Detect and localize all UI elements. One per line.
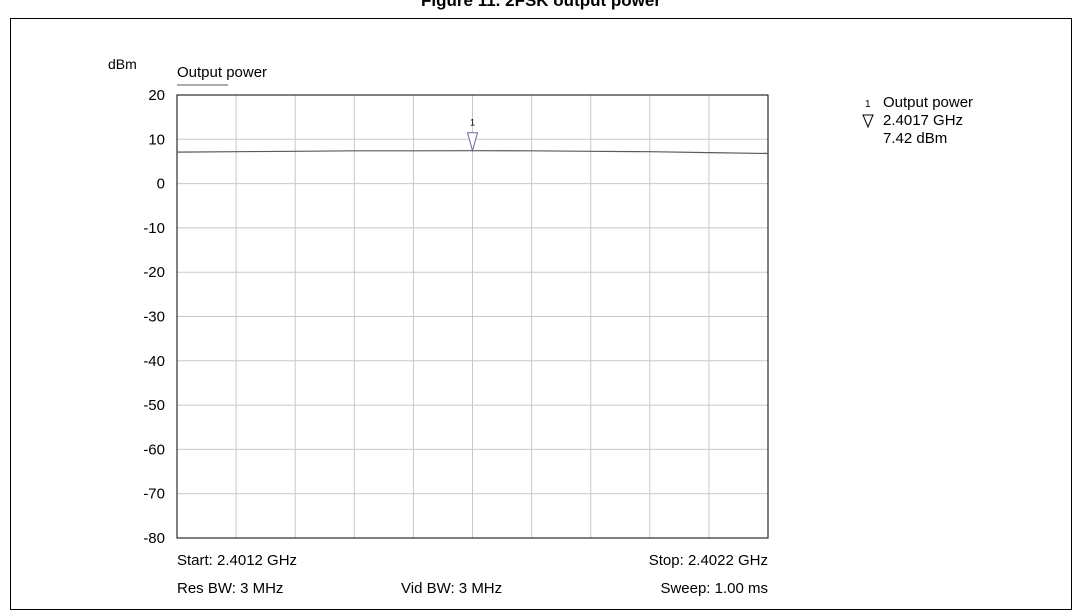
legend-series-label: Output power <box>177 64 267 81</box>
chart-frame: 20 10 0 -10 -20 -30 -40 -50 -60 -70 -80 dBm Output… <box>10 18 1072 610</box>
sweep-time-text: Sweep: 1.00 ms <box>660 580 768 597</box>
marker-triangle <box>466 132 479 153</box>
video-bandwidth-text: Vid BW: 3 MHz <box>401 580 502 597</box>
spectrum-chart: 20 10 0 -10 -20 -30 -40 -50 -60 -70 -80 dBm Output… <box>108 56 973 597</box>
y-tick-label: -80 <box>143 530 165 547</box>
start-frequency-text: Start: 2.4012 GHz <box>177 552 297 569</box>
y-tick-label: -70 <box>143 486 165 503</box>
y-tick-label: -50 <box>143 397 165 414</box>
stop-frequency-text: Stop: 2.4022 GHz <box>649 552 768 569</box>
y-tick-label: 10 <box>148 131 165 148</box>
marker-readout-name: Output power <box>883 94 973 111</box>
y-tick-label: 0 <box>157 176 165 193</box>
marker-number-label: 1 <box>470 118 475 128</box>
y-axis-label: dBm <box>108 56 137 72</box>
figure-title: Figure 11. 2FSK output power <box>421 0 661 10</box>
instrument-settings-footer: Start: 2.4012 GHz Stop: 2.4022 GHz Res B… <box>177 552 768 597</box>
marker-readout-number: 1 <box>865 99 871 110</box>
y-tick-label: -60 <box>143 441 165 458</box>
y-tick-label: -10 <box>143 220 165 237</box>
plot-area-border <box>176 94 769 539</box>
y-tick-label: -20 <box>143 264 165 281</box>
marker-readout: 1 Output power 2.4017 GHz 7.42 dBm <box>862 94 973 147</box>
resolution-bandwidth-text: Res BW: 3 MHz <box>177 580 283 597</box>
horizontal-gridlines <box>177 138 768 495</box>
marker-triangle-icon <box>862 114 874 129</box>
y-tick-label: -40 <box>143 353 165 370</box>
y-tick-label: -30 <box>143 309 165 326</box>
marker-readout-level: 7.42 dBm <box>883 130 947 147</box>
marker-group: 1 <box>466 118 479 153</box>
y-tick-label: 20 <box>148 87 165 104</box>
marker-readout-frequency: 2.4017 GHz <box>883 112 963 129</box>
y-tick-labels: 20 10 0 -10 -20 -30 -40 -50 -60 -70 -80 <box>143 87 165 547</box>
